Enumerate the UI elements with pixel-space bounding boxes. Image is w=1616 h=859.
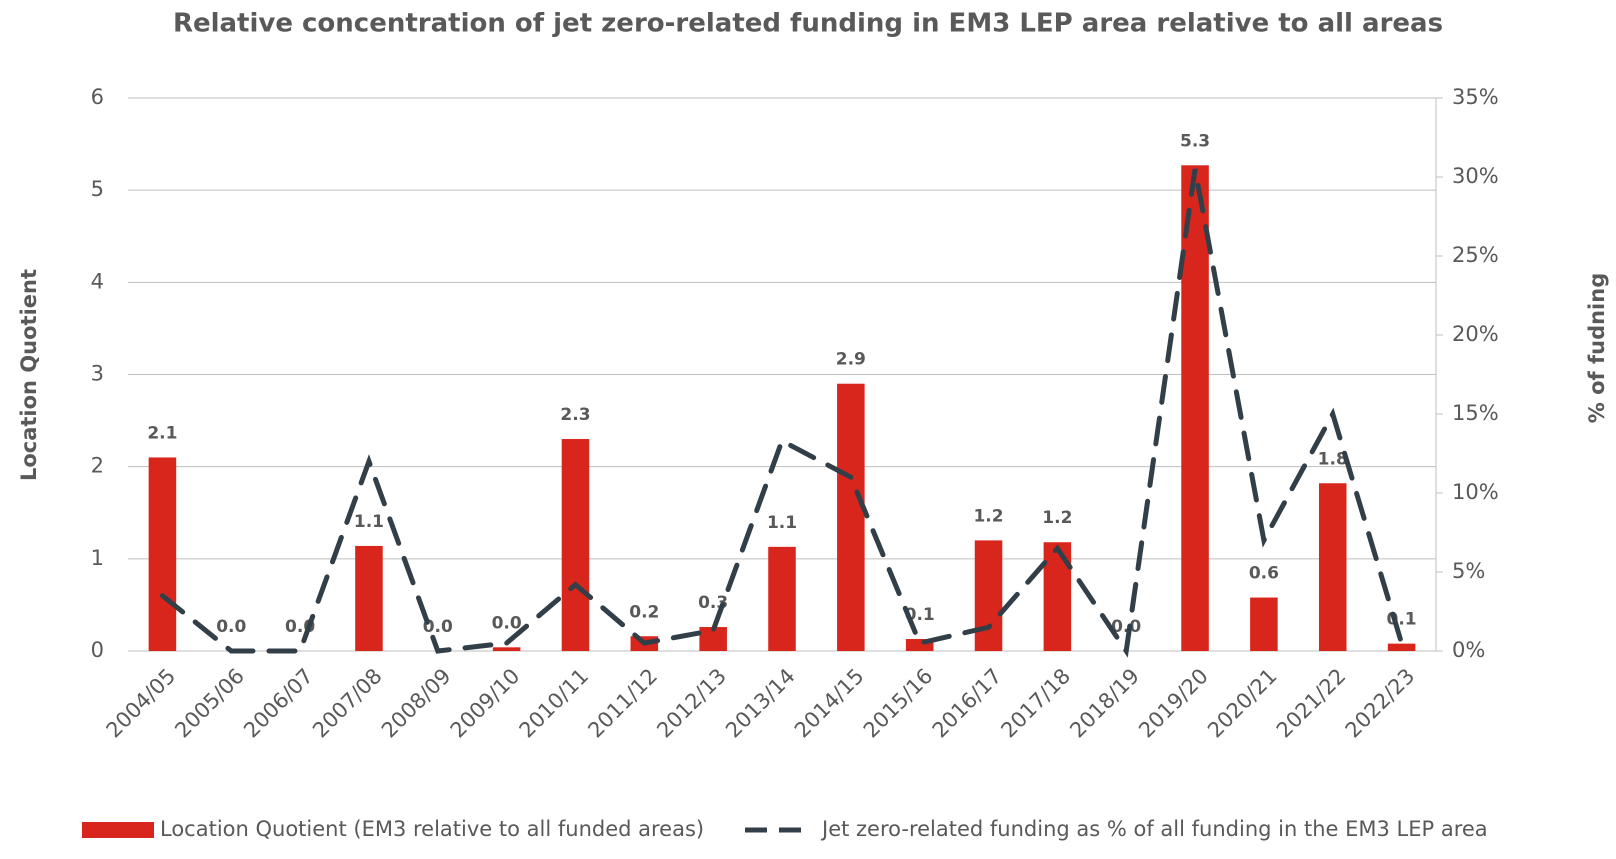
bar [1387, 643, 1416, 651]
data-label: 2.1 [147, 423, 177, 443]
y2-tick-label: 10% [1452, 480, 1499, 504]
legend-swatch [82, 822, 154, 838]
data-label: 0.0 [216, 617, 246, 637]
data-label: 2.9 [836, 350, 866, 370]
bar [837, 383, 865, 651]
legend-label: Location Quotient (EM3 relative to all f… [160, 817, 704, 841]
x-tick-label: 2004/05 [102, 664, 181, 743]
data-label: 1.1 [354, 512, 384, 532]
y-tick-label: 4 [91, 269, 104, 293]
bar [148, 457, 177, 651]
data-label: 0.0 [492, 613, 522, 633]
x-tick-label: 2005/06 [170, 664, 249, 743]
data-label: 0.0 [1111, 617, 1141, 637]
y-tick-label: 6 [91, 85, 104, 109]
bar [1318, 483, 1347, 651]
bar [1250, 597, 1278, 651]
x-tick-label: 2022/23 [1341, 664, 1420, 743]
bar [355, 545, 383, 651]
y2-tick-label: 15% [1452, 401, 1499, 425]
x-tick-label: 2016/17 [928, 664, 1007, 743]
data-label: 0.6 [1249, 564, 1279, 584]
x-tick-label: 2019/20 [1134, 664, 1213, 743]
legend-label: Jet zero-related funding as % of all fun… [820, 817, 1488, 841]
y-tick-label: 1 [91, 546, 104, 570]
y2-tick-label: 0% [1452, 638, 1485, 662]
y2-axis-label: % of fudning [1585, 273, 1609, 423]
data-label: 1.2 [1042, 508, 1072, 528]
x-tick-label: 2017/18 [996, 664, 1075, 743]
line [159, 168, 1405, 658]
y2-tick-label: 25% [1452, 243, 1499, 267]
x-tick-label: 2006/07 [239, 664, 318, 743]
x-tick-label: 2008/09 [377, 664, 456, 743]
x-tick-label: 2011/12 [583, 664, 662, 743]
y2-tick-label: 35% [1452, 85, 1499, 109]
y2-tick-label: 5% [1452, 559, 1485, 583]
y-axis-label: Location Quotient [17, 269, 41, 481]
y-tick-label: 3 [91, 362, 104, 386]
x-tick-label: 2012/13 [652, 664, 731, 743]
data-label: 5.3 [1180, 131, 1210, 151]
data-label: 1.8 [1318, 449, 1348, 469]
y-tick-label: 5 [91, 177, 104, 201]
x-tick-label: 2014/15 [790, 664, 869, 743]
y-tick-label: 2 [91, 454, 104, 478]
bar [1181, 165, 1209, 651]
data-label: 1.1 [767, 513, 797, 533]
bar [561, 439, 590, 651]
x-tick-label: 2020/21 [1203, 664, 1282, 743]
x-tick-label: 2007/08 [308, 664, 387, 743]
y-tick-label: 0 [91, 638, 104, 662]
chart-title: Relative concentration of jet zero-relat… [173, 9, 1443, 39]
data-label: 2.3 [560, 405, 590, 425]
bar [974, 540, 1003, 651]
y2-tick-label: 30% [1452, 164, 1499, 188]
y2-tick-label: 20% [1452, 322, 1499, 346]
data-label: 0.2 [629, 602, 659, 622]
bar [699, 627, 727, 651]
data-label: 1.2 [973, 506, 1003, 526]
bar [905, 639, 934, 651]
x-tick-label: 2010/11 [515, 664, 594, 743]
x-tick-label: 2009/10 [446, 664, 525, 743]
data-label: 0.0 [423, 617, 453, 637]
x-tick-label: 2018/19 [1065, 664, 1144, 743]
bar [768, 546, 796, 651]
x-tick-label: 2021/22 [1272, 664, 1351, 743]
bar [492, 647, 521, 651]
x-tick-label: 2015/16 [859, 664, 938, 743]
x-tick-label: 2013/14 [721, 664, 800, 743]
